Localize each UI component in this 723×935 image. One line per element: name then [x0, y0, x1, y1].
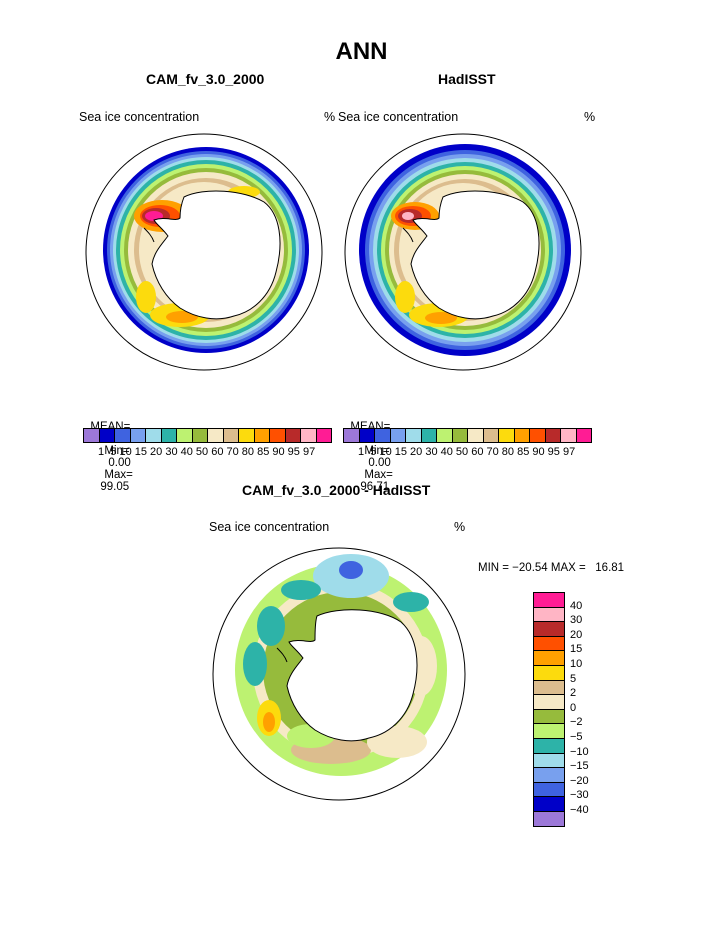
diff-colorbar-swatch	[534, 738, 564, 754]
figure-title: ANN	[335, 38, 388, 65]
diff-colorbar-tick-label: 10	[570, 658, 583, 670]
diff-colorbar-swatch	[534, 709, 564, 725]
left-antarctica-outline	[151, 190, 281, 320]
colorbar-swatch	[468, 429, 484, 442]
diff-minmax: MIN = −20.54 MAX = 16.81	[478, 562, 625, 574]
colorbar-swatch	[359, 429, 375, 442]
colorbar-swatch	[270, 429, 286, 442]
colorbar-swatch	[530, 429, 546, 442]
colorbar-swatch	[285, 429, 301, 442]
colorbar-swatch	[437, 429, 453, 442]
colorbar-swatch	[192, 429, 208, 442]
right-colorbar-labels: 1 5 10 15 20 30 40 50 60 70 80 85 90 95 …	[355, 446, 576, 458]
diff-colorbar-swatch	[534, 622, 564, 637]
left-polar-map	[85, 133, 323, 371]
left-max-label: Max=	[104, 469, 133, 481]
colorbar-swatch	[316, 429, 331, 442]
left-unit-label: %	[324, 110, 336, 124]
diff-colorbar-tick-label: −30	[570, 789, 589, 802]
diff-colorbar-tick-label: 15	[570, 643, 583, 656]
diff-colorbar-swatch	[534, 811, 564, 826]
diff-colorbar-tick-label: −10	[570, 745, 589, 758]
diff-colorbar-tick-label: −15	[570, 760, 589, 773]
diff-colorbar-swatch	[534, 724, 564, 739]
colorbar-swatch	[239, 429, 255, 442]
colorbar-swatch	[146, 429, 162, 442]
diff-colorbar-swatch	[534, 768, 564, 783]
colorbar-swatch	[208, 429, 224, 442]
colorbar-swatch	[130, 429, 146, 442]
diff-colorbar-swatch	[534, 593, 564, 608]
diff-colorbar-tick-label: 20	[570, 628, 583, 641]
diff-unit-label: %	[454, 520, 466, 534]
right-min-value: 0.00	[368, 457, 391, 469]
colorbar-swatch	[514, 429, 530, 442]
colorbar-swatch	[177, 429, 193, 442]
diff-colorbar-tick-label: −5	[570, 731, 583, 743]
colorbar-swatch	[301, 429, 317, 442]
right-polar-map	[344, 133, 582, 371]
right-min-label: Min=	[364, 445, 390, 457]
colorbar-swatch	[115, 429, 131, 442]
diff-colorbar-tick-label: −40	[570, 804, 589, 816]
diff-colorbar-swatch	[534, 680, 564, 696]
colorbar-swatch	[561, 429, 577, 442]
right-antarctica-outline	[410, 190, 540, 320]
diff-colorbar-tick-label: 5	[570, 672, 577, 685]
diff-colorbar-tick-label: 40	[570, 599, 583, 612]
colorbar-swatch	[84, 429, 100, 442]
left-max-value: 99.05	[100, 481, 130, 493]
diff-panel-title: CAM_fv_3.0_2000 - HadISST	[242, 482, 431, 498]
diff-colorbar-swatch	[534, 607, 564, 623]
diff-colorbar-swatch	[534, 753, 564, 769]
right-field-label: Sea ice concentration	[338, 110, 459, 124]
colorbar-swatch	[452, 429, 468, 442]
colorbar-swatch	[390, 429, 406, 442]
colorbar-swatch	[545, 429, 561, 442]
left-min-value: 0.00	[108, 457, 131, 469]
left-colorbar-labels: 1 5 10 15 20 30 40 50 60 70 80 85 90 95 …	[95, 446, 316, 458]
left-colorbar	[83, 428, 332, 443]
colorbar-swatch	[576, 429, 591, 442]
diff-colorbar	[533, 592, 565, 827]
diff-colorbar-tick-label: 2	[570, 687, 577, 700]
left-min-label: Min=	[104, 445, 130, 457]
diff-colorbar-swatch	[534, 797, 564, 812]
colorbar-swatch	[161, 429, 177, 442]
diff-antarctica-outline	[286, 609, 418, 742]
diff-colorbar-swatch	[534, 782, 564, 798]
diff-colorbar-swatch	[534, 651, 564, 666]
diff-colorbar-swatch	[534, 665, 564, 681]
left-field-label: Sea ice concentration	[79, 110, 200, 124]
right-colorbar	[343, 428, 592, 443]
right-panel-title: HadISST	[438, 71, 496, 87]
colorbar-swatch	[254, 429, 270, 442]
diff-colorbar-tick-label: −2	[570, 716, 583, 729]
left-panel-title: CAM_fv_3.0_2000	[146, 71, 265, 87]
diff-colorbar-tick-label: 30	[570, 614, 583, 627]
colorbar-swatch	[483, 429, 499, 442]
right-unit-label: %	[584, 110, 596, 124]
diff-colorbar-swatch	[534, 636, 564, 652]
diff-field-label: Sea ice concentration	[209, 520, 330, 534]
colorbar-swatch	[375, 429, 391, 442]
diff-polar-map	[212, 547, 466, 801]
right-max-label: Max=	[364, 469, 393, 481]
colorbar-swatch	[406, 429, 422, 442]
colorbar-swatch	[421, 429, 437, 442]
diff-colorbar-tick-label: 0	[570, 701, 577, 714]
diff-colorbar-swatch	[534, 695, 564, 710]
colorbar-swatch	[99, 429, 115, 442]
colorbar-swatch	[223, 429, 239, 442]
right-max-value: 96.71	[360, 481, 390, 493]
diff-colorbar-tick-label: −20	[570, 774, 589, 787]
colorbar-swatch	[344, 429, 360, 442]
colorbar-swatch	[499, 429, 515, 442]
